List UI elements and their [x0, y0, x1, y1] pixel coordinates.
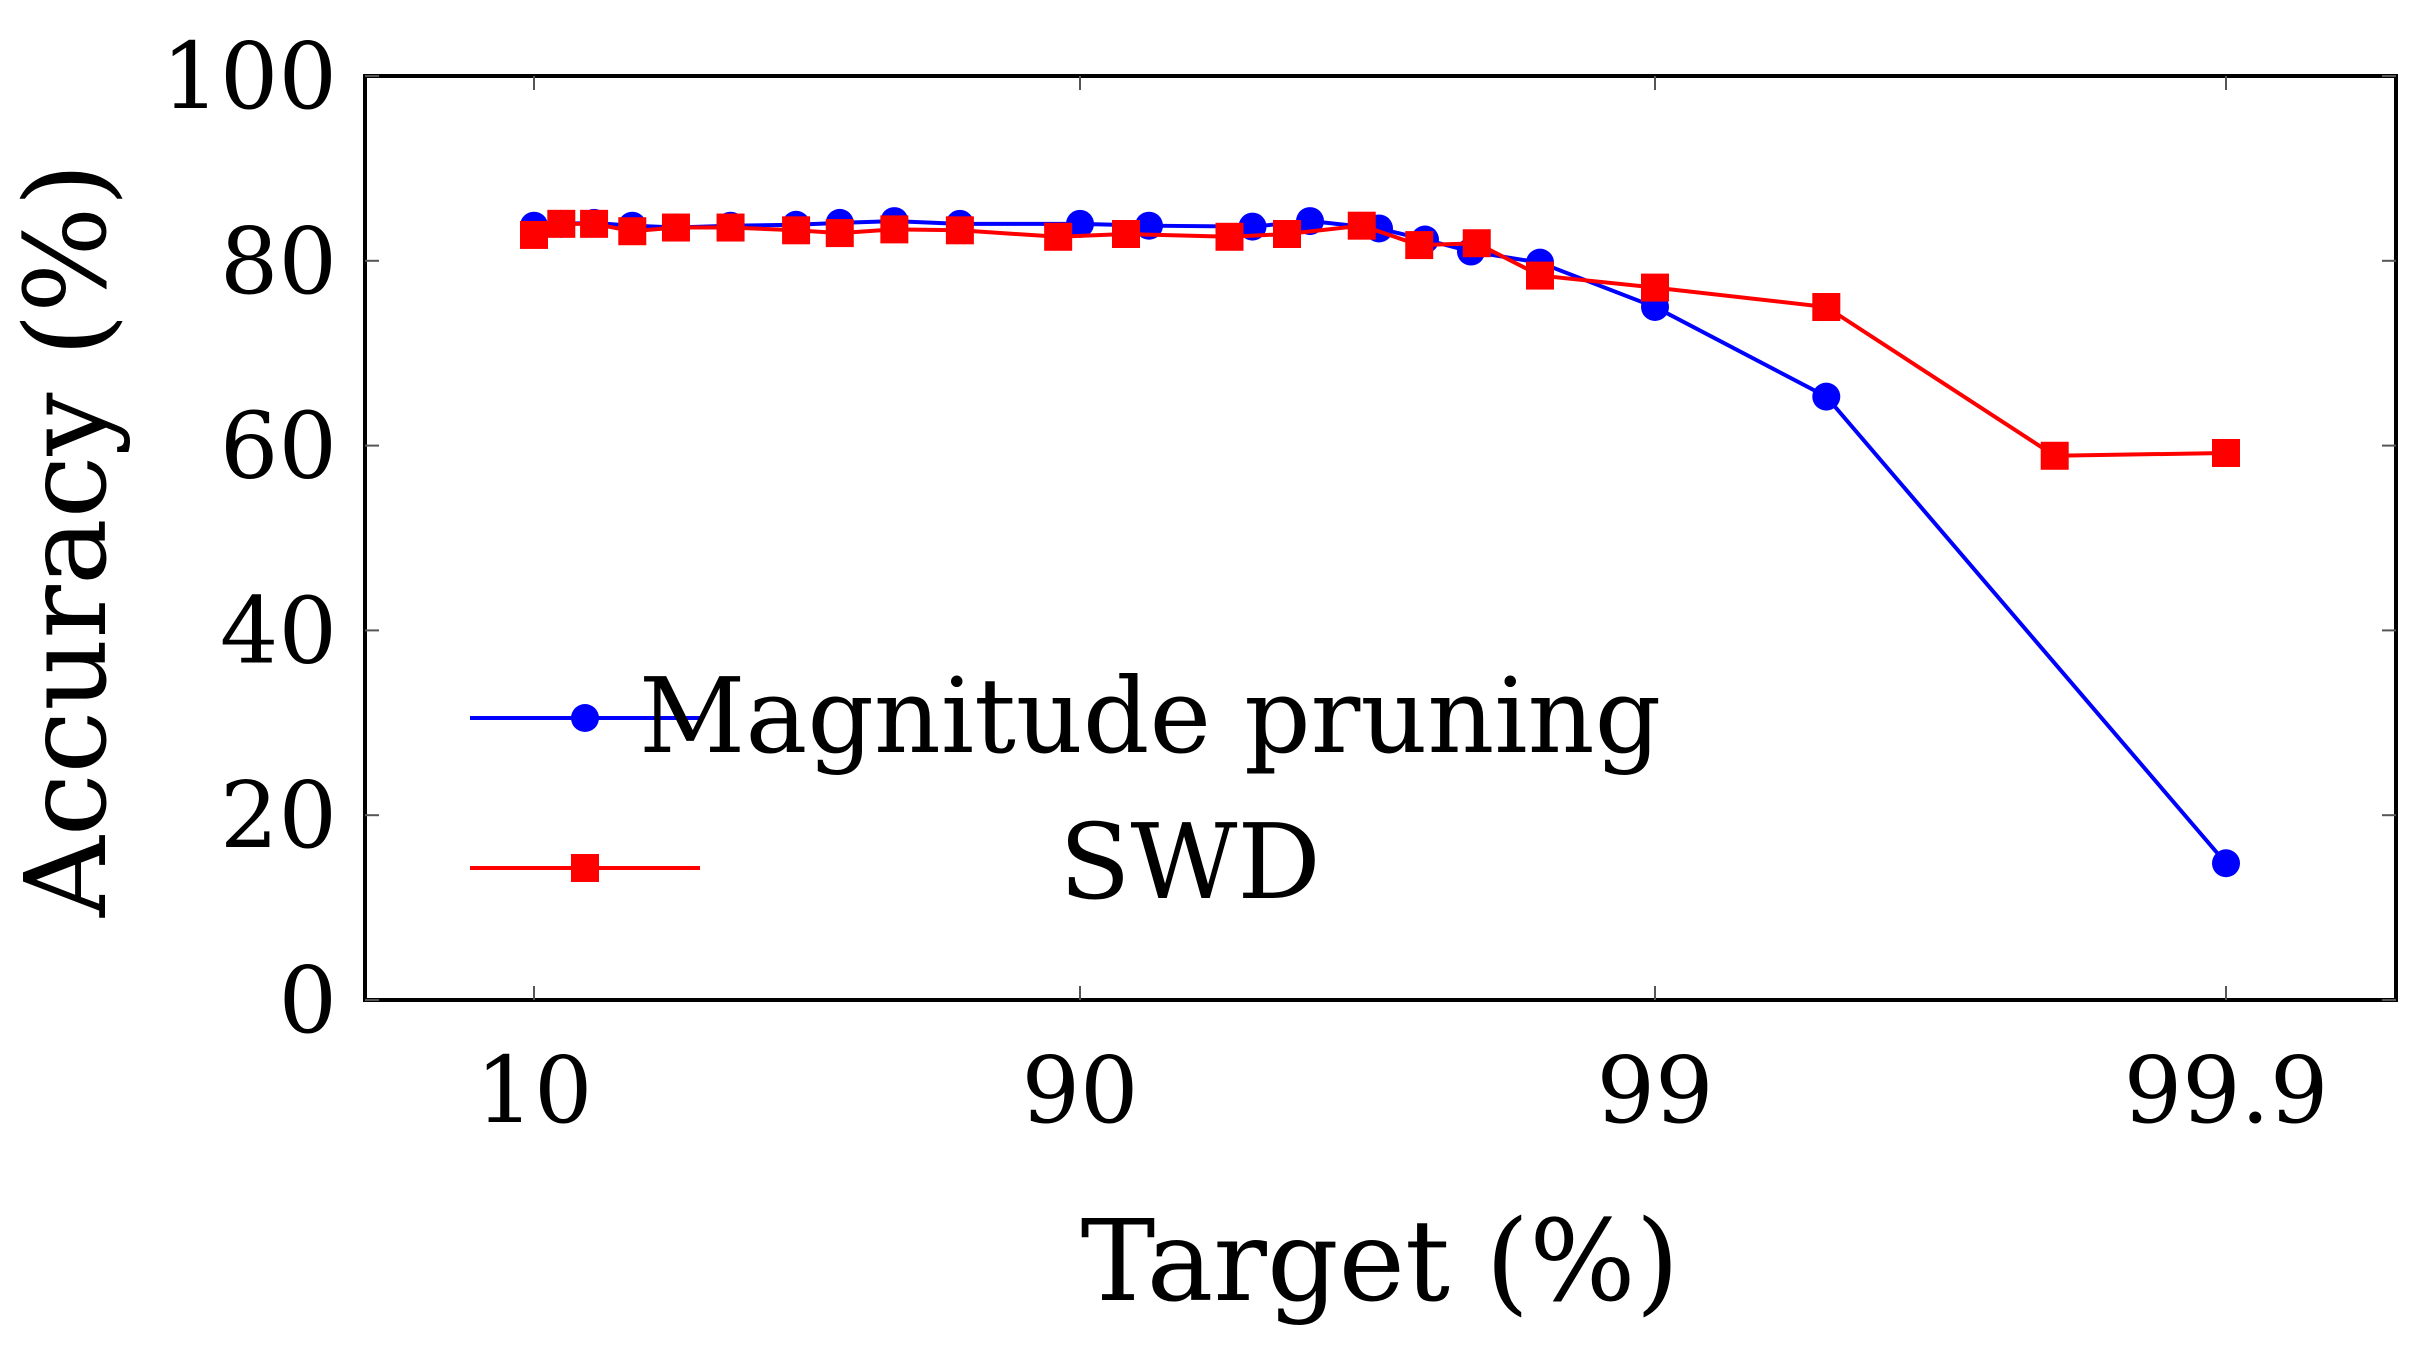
- y-tick-label: 40: [220, 577, 337, 684]
- x-axis: 10 90 99 99.9: [475, 76, 2328, 1144]
- data-point-swd: [1347, 211, 1376, 240]
- legend-label-magnitude: Magnitude pruning: [639, 655, 1661, 777]
- y-tick-label: 60: [220, 393, 337, 500]
- series-layer: [520, 207, 2240, 878]
- y-tick-label: 0: [278, 947, 337, 1054]
- data-point-swd: [1405, 231, 1434, 260]
- data-point-swd: [1526, 261, 1554, 290]
- x-tick-label: 99.9: [2124, 1037, 2329, 1144]
- data-point-swd: [547, 209, 576, 238]
- data-point-swd: [1112, 220, 1140, 249]
- y-axis: 0 20 40 60 80 100: [161, 23, 2396, 1054]
- data-point-swd: [716, 213, 745, 242]
- data-point-swd: [1462, 229, 1491, 258]
- legend-marker-magnitude: [571, 704, 599, 732]
- data-point-swd: [880, 215, 909, 244]
- data-point-swd: [1044, 222, 1073, 251]
- data-point-swd: [1641, 273, 1669, 302]
- y-axis-title: Accuracy (%): [2, 163, 132, 918]
- plot-frame: [363, 74, 2398, 1002]
- data-point-swd: [2212, 438, 2240, 467]
- data-point-swd: [1215, 222, 1244, 251]
- data-point-magnitude-pruning: [1066, 209, 1094, 238]
- x-axis-title: Target (%): [1081, 1197, 1680, 1327]
- data-point-swd: [1273, 220, 1301, 249]
- data-point-swd: [661, 213, 690, 242]
- data-point-swd: [618, 217, 647, 246]
- data-point-swd: [825, 219, 854, 248]
- data-point-magnitude-pruning: [2212, 849, 2240, 878]
- data-point-magnitude-pruning: [1296, 207, 1324, 236]
- legend-label-swd: SWD: [1059, 801, 1321, 923]
- x-tick-label: 99: [1596, 1037, 1713, 1144]
- data-point-swd: [520, 220, 548, 249]
- data-point-swd: [945, 216, 974, 245]
- data-point-swd: [1812, 293, 1841, 321]
- data-point-swd: [2040, 441, 2069, 470]
- series-line-swd: [533, 221, 2227, 458]
- x-tick-label: 10: [475, 1037, 592, 1144]
- legend-marker-swd: [571, 854, 599, 882]
- y-tick-label: 80: [220, 208, 337, 315]
- data-point-magnitude-pruning: [1812, 382, 1841, 411]
- data-point-swd: [580, 209, 609, 238]
- y-tick-label: 100: [161, 23, 337, 130]
- legend: Magnitude pruning SWD: [470, 655, 1661, 923]
- y-tick-label: 20: [220, 762, 337, 869]
- data-point-swd: [782, 216, 811, 245]
- x-tick-label: 90: [1021, 1037, 1138, 1144]
